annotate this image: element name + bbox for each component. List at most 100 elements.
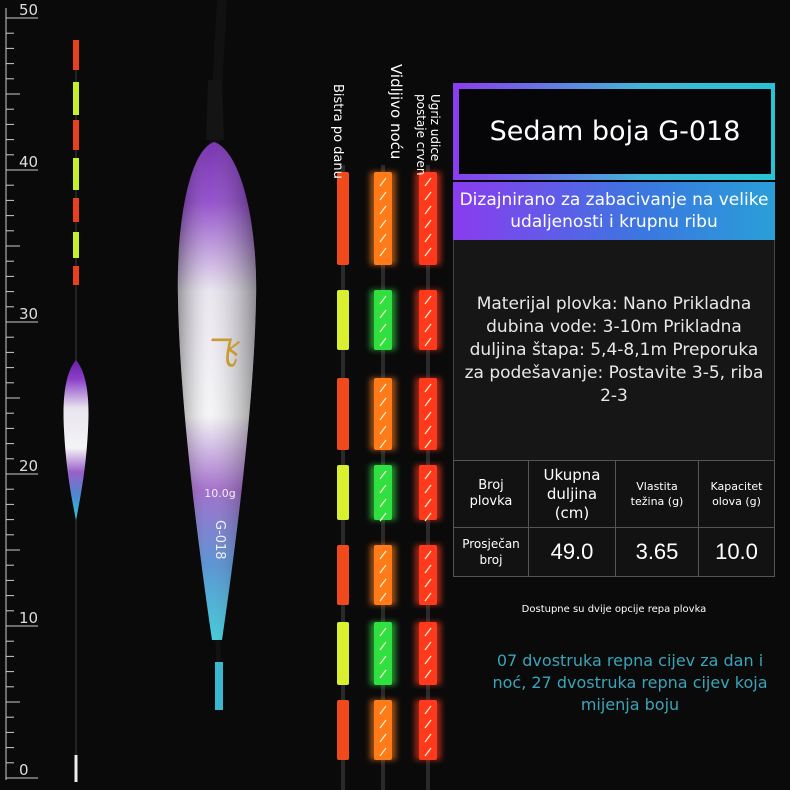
float-tube xyxy=(215,662,223,710)
tip-filament xyxy=(379,705,387,715)
tip-filament xyxy=(424,411,432,421)
tip-filament xyxy=(379,470,387,480)
ruler-label: 0 xyxy=(19,761,29,779)
tip-filament xyxy=(424,705,432,715)
tip-segment xyxy=(374,465,392,520)
tip-filament xyxy=(379,484,387,494)
tip-segment xyxy=(337,545,349,605)
column-label: Bistra po danu xyxy=(330,84,345,179)
tip-columns xyxy=(337,165,441,790)
ruler-label: 10 xyxy=(19,609,38,627)
tip-filament xyxy=(379,233,387,243)
tip-filament xyxy=(424,550,432,560)
tip-filament xyxy=(424,323,432,333)
tip-filament xyxy=(424,295,432,305)
tip-filament xyxy=(424,592,432,602)
float-tip xyxy=(73,40,79,285)
tip-filament xyxy=(379,247,387,257)
tip-filament xyxy=(379,747,387,757)
table-row: Prosječan broj 49.0 3.65 10.0 xyxy=(453,527,775,577)
tip-segment xyxy=(73,40,79,70)
note: Dostupne su dvije opcije repa plovka xyxy=(521,604,707,615)
tip-filament xyxy=(379,219,387,229)
table-cell: Prosječan broj xyxy=(453,527,529,577)
tip-filament xyxy=(424,439,432,449)
tip-segment xyxy=(337,172,349,265)
tip-filament xyxy=(379,655,387,665)
table-cell: 49.0 xyxy=(528,527,616,577)
tip-segment xyxy=(419,622,437,685)
tip-filament xyxy=(424,498,432,508)
tip-segment xyxy=(374,700,392,760)
tip-filament xyxy=(379,669,387,679)
tip-segment xyxy=(374,290,392,350)
tip-filament xyxy=(379,337,387,347)
tip-filament xyxy=(424,397,432,407)
title-box: Sedam boja G-018 xyxy=(453,83,775,180)
spec-table: Broj plovka Ukupna duljina (cm) Vlastita… xyxy=(453,460,775,577)
tip-filament xyxy=(379,383,387,393)
tip-segment xyxy=(73,198,79,222)
tip-filament xyxy=(424,177,432,187)
tip-filament xyxy=(424,383,432,393)
float-logo: 飞 xyxy=(203,334,241,374)
tip-filament xyxy=(424,247,432,257)
tip-segment xyxy=(73,266,79,285)
ruler-label: 40 xyxy=(19,153,38,171)
tip-filament xyxy=(424,191,432,201)
tip-segment xyxy=(374,172,392,265)
float-weight: 10.0g xyxy=(204,487,235,500)
tip-filament xyxy=(424,470,432,480)
tip-segment xyxy=(374,622,392,685)
tip-filament xyxy=(424,669,432,679)
tip-filament xyxy=(424,747,432,757)
description: Materijal plovka: Nano Prikladna dubina … xyxy=(453,240,775,460)
tip-filament xyxy=(424,641,432,651)
tip-segment xyxy=(374,378,392,450)
table-header: Broj plovka xyxy=(453,460,529,528)
tip-filament xyxy=(424,719,432,729)
tip-filament xyxy=(424,578,432,588)
tip-segment xyxy=(419,378,437,450)
tip-segment xyxy=(374,545,392,605)
tip-filament xyxy=(379,191,387,201)
tip-segment xyxy=(419,290,437,350)
table-cell: 10.0 xyxy=(698,527,775,577)
tip-filament xyxy=(379,512,387,522)
float-body xyxy=(63,360,89,520)
table-header: Kapacitet olova (g) xyxy=(698,460,775,528)
small-float xyxy=(63,40,89,782)
tip-segment xyxy=(337,378,349,450)
tip-segment xyxy=(337,622,349,685)
tip-segment xyxy=(73,82,79,115)
tip-filament xyxy=(424,219,432,229)
tip-filament xyxy=(424,512,432,522)
tip-filament xyxy=(379,323,387,333)
tip-filament xyxy=(424,233,432,243)
title: Sedam boja G-018 xyxy=(459,89,771,174)
ruler-label: 20 xyxy=(19,457,38,475)
column-label: Ugriz udice postaje crven xyxy=(414,94,442,176)
table-header-row: Broj plovka Ukupna duljina (cm) Vlastita… xyxy=(453,460,775,528)
tip-filament xyxy=(379,627,387,637)
tip-segment xyxy=(419,700,437,760)
tip-segment xyxy=(337,700,349,760)
tip-segment xyxy=(73,232,79,258)
tip-filament xyxy=(424,205,432,215)
tip-filament xyxy=(379,439,387,449)
tip-filament xyxy=(424,733,432,743)
float-model: G-018 xyxy=(212,520,227,560)
tip-segment xyxy=(419,465,437,520)
tip-segment xyxy=(337,290,349,350)
tip-filament xyxy=(379,397,387,407)
table-header: Ukupna duljina (cm) xyxy=(528,460,616,528)
tip-filament xyxy=(379,719,387,729)
subtitle: Dizajnirano za zabacivanje na velike uda… xyxy=(453,182,775,240)
tip-filament xyxy=(424,627,432,637)
footer: 07 dvostruka repna cijev za dan i noć, 2… xyxy=(492,651,768,714)
big-float: 飞 10.0g G-018 xyxy=(177,0,257,711)
table-cell: 3.65 xyxy=(615,527,699,577)
ruler: 50 40 30 20 10 0 xyxy=(5,1,38,780)
tip-filament xyxy=(379,733,387,743)
